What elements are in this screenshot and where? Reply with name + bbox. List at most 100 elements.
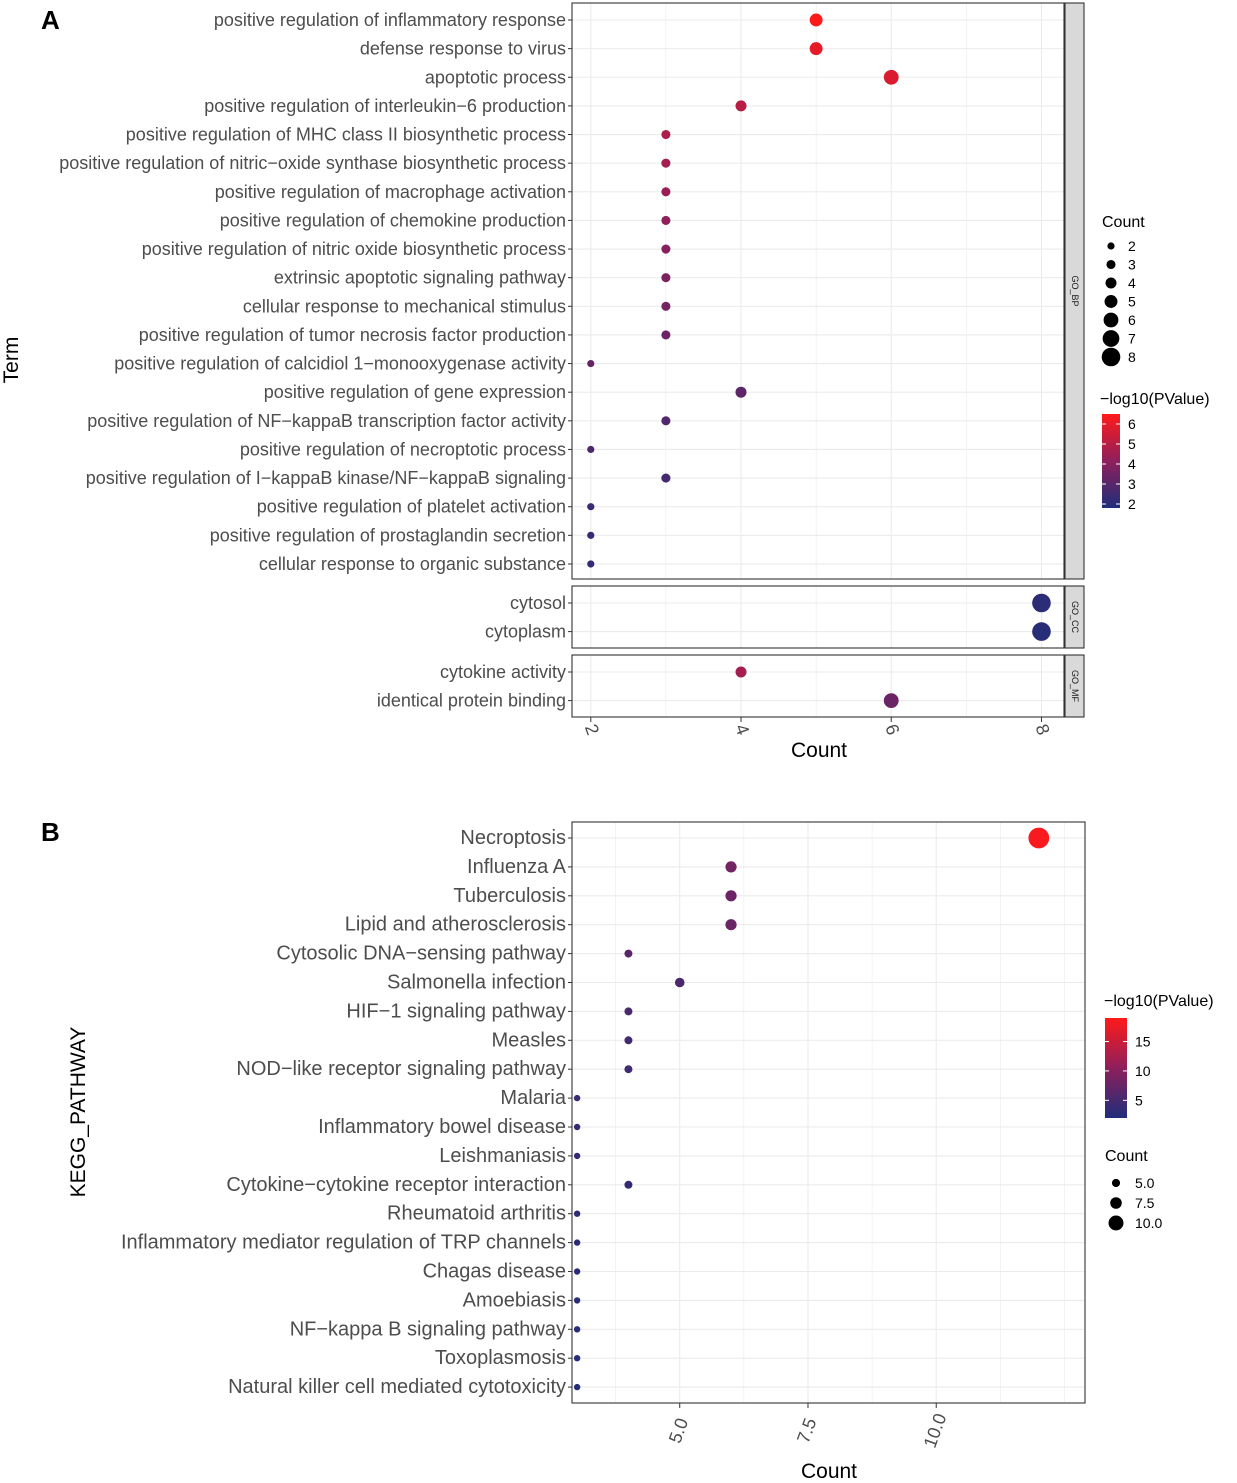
- color-legend: −log10(PValue) 15 10 5: [1104, 993, 1214, 1118]
- pathway-label: Measles: [492, 1029, 566, 1051]
- pathway-label: Amoebiasis: [463, 1289, 566, 1311]
- x-axis-title: Count: [801, 1460, 857, 1483]
- x-tick-label: 4: [731, 721, 753, 737]
- data-point: [573, 1239, 581, 1246]
- term-label: positive regulation of necroptotic proce…: [240, 439, 566, 459]
- panel-b-label: B: [41, 817, 60, 847]
- color-legend: −log10(PValue) 6 5 4 3 2: [1100, 391, 1210, 512]
- data-point: [661, 473, 671, 483]
- facet-border: [571, 2, 1065, 580]
- size-legend-key: [1111, 1178, 1121, 1188]
- panel-a-label: A: [41, 5, 60, 35]
- data-point: [883, 693, 899, 708]
- data-point: [573, 1268, 581, 1275]
- panel-a: A GO_BP positive regulation of inflammator…: [0, 2, 1210, 762]
- size-legend-key: [1104, 295, 1118, 308]
- facet-border: [571, 654, 1065, 718]
- pathway-label: Toxoplasmosis: [435, 1347, 566, 1369]
- data-point: [573, 1383, 581, 1391]
- pathway-label: NOD−like receptor signaling pathway: [236, 1058, 566, 1080]
- facet-go-mf: GO_MF cytokine activity identical protein …: [377, 654, 1085, 718]
- term-label: positive regulation of inflammatory resp…: [214, 10, 566, 30]
- pathway-label: Rheumatoid arthritis: [387, 1203, 566, 1225]
- term-label: cytokine activity: [440, 662, 566, 682]
- facet-go-bp: GO_BP positive regulation of inflammatory…: [59, 2, 1085, 580]
- x-tick-label: 7.5: [793, 1415, 820, 1445]
- data-point: [661, 273, 671, 283]
- term-label: positive regulation of calcidiol 1−monoo…: [114, 354, 566, 374]
- term-label: positive regulation of nitric oxide bios…: [142, 239, 566, 259]
- data-point: [573, 1297, 581, 1304]
- color-bar-label: 4: [1128, 456, 1136, 472]
- color-bar-label: 6: [1128, 416, 1136, 432]
- facet-strip-label: GO_BP: [1070, 275, 1080, 306]
- data-point: [735, 666, 747, 678]
- term-label: apoptotic process: [425, 67, 566, 87]
- term-label: positive regulation of nitric−oxide synt…: [59, 153, 566, 173]
- data-point: [624, 949, 633, 958]
- size-legend-key: [1110, 1197, 1122, 1209]
- term-label: positive regulation of I−kappaB kinase/N…: [86, 468, 566, 488]
- data-point: [809, 42, 823, 56]
- size-legend-key: [1103, 312, 1119, 328]
- size-legend-title: Count: [1105, 1148, 1148, 1165]
- term-label: positive regulation of chemokine product…: [220, 210, 566, 230]
- pathway-label: Inflammatory bowel disease: [318, 1116, 566, 1138]
- data-point: [661, 158, 671, 168]
- term-label: positive regulation of interleukin−6 pro…: [204, 96, 566, 116]
- color-legend-title: −log10(PValue): [1104, 993, 1214, 1010]
- data-point: [573, 1355, 581, 1362]
- term-label: cellular response to organic substance: [259, 554, 566, 574]
- term-label: positive regulation of gene expression: [264, 382, 566, 402]
- color-bar: [1102, 414, 1120, 508]
- facet-strip: [1064, 2, 1085, 580]
- facet-strip-label: GO_MF: [1070, 670, 1080, 703]
- size-legend-label: 7: [1128, 331, 1136, 347]
- x-tick-label: 8: [1032, 721, 1054, 737]
- size-legend-label: 5.0: [1135, 1175, 1155, 1191]
- term-label: positive regulation of macrophage activa…: [215, 182, 566, 202]
- data-point: [661, 187, 671, 197]
- color-bar-label: 3: [1128, 476, 1136, 492]
- color-legend-title: −log10(PValue): [1100, 391, 1210, 408]
- pathway-label: Chagas disease: [423, 1261, 566, 1283]
- term-label: extrinsic apoptotic signaling pathway: [274, 268, 566, 288]
- color-bar-label: 2: [1128, 496, 1136, 512]
- pathway-label: NF−kappa B signaling pathway: [290, 1318, 566, 1340]
- facet-plot-area: [572, 655, 1064, 717]
- facet-strip-label: GO_CC: [1070, 601, 1080, 634]
- data-point: [587, 503, 595, 511]
- term-label: positive regulation of NF−kappaB transcr…: [87, 411, 566, 431]
- plot-area: [572, 822, 1085, 1403]
- size-legend: Count 5.0 7.5 10.0: [1105, 1148, 1162, 1231]
- data-point: [809, 13, 823, 27]
- data-point: [735, 100, 747, 112]
- size-legend-label: 3: [1128, 257, 1136, 273]
- size-legend-label: 5: [1128, 294, 1136, 310]
- size-legend-key: [1108, 1215, 1124, 1231]
- term-label: positive regulation of MHC class II bios…: [126, 125, 566, 145]
- pathway-label: Leishmaniasis: [439, 1145, 566, 1167]
- y-axis-title: Term: [0, 337, 23, 384]
- size-legend-label: 2: [1128, 238, 1136, 254]
- facet-plot-area: [572, 586, 1064, 648]
- term-label: positive regulation of platelet activati…: [257, 497, 566, 517]
- term-label: defense response to virus: [360, 39, 566, 59]
- color-bar-label: 5: [1135, 1092, 1143, 1108]
- size-legend-title: Count: [1102, 214, 1145, 231]
- term-label: positive regulation of prostaglandin sec…: [210, 525, 566, 545]
- size-legend-key: [1107, 242, 1115, 250]
- data-point: [587, 560, 595, 568]
- data-point: [735, 386, 747, 398]
- pathway-label: Salmonella infection: [387, 972, 566, 994]
- data-point: [573, 1123, 581, 1131]
- data-point: [573, 1094, 581, 1102]
- x-tick-label: 5.0: [665, 1415, 692, 1445]
- plot-border: [571, 821, 1086, 1404]
- facet-plot-area: [572, 3, 1064, 579]
- data-point: [624, 1007, 633, 1016]
- data-point: [725, 890, 737, 902]
- size-legend: Count 2 3 4 5 6 7 8: [1101, 214, 1145, 367]
- data-point: [725, 919, 737, 931]
- data-point: [624, 1180, 633, 1189]
